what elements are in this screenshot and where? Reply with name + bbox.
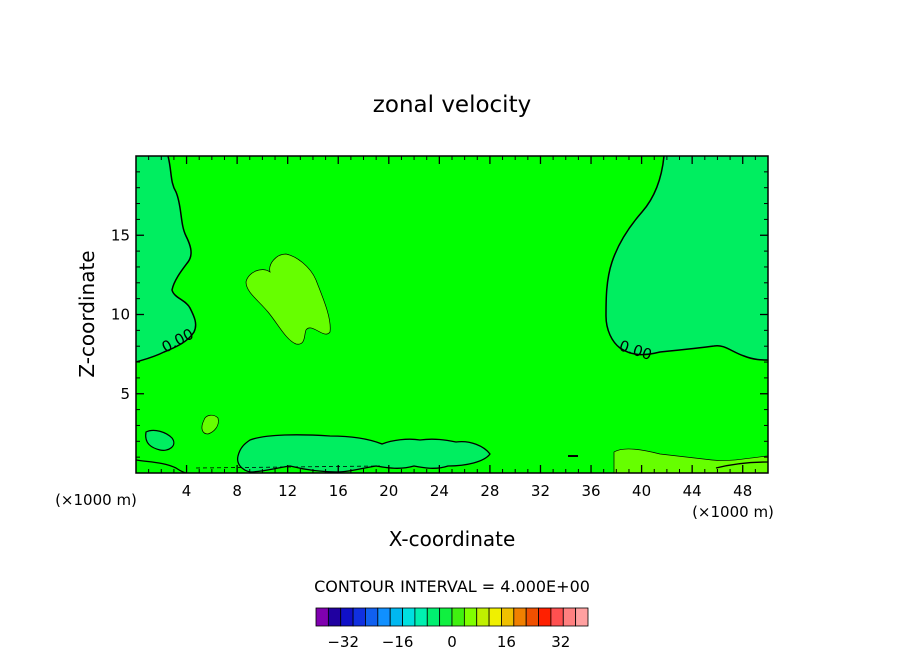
x-tick-label: 24: [430, 482, 449, 500]
x-axis-ticks: 4 8 12 16 20 24 28 32 36 40 44 48: [148, 156, 756, 500]
x-tick-label: 32: [531, 482, 550, 500]
x-unit-label: (×1000 m): [692, 503, 774, 521]
zero-contour-left: [136, 156, 197, 363]
colorbar-swatch: [352, 607, 366, 627]
positive-blob: [245, 253, 331, 345]
colorbar-swatch: [414, 607, 428, 627]
y-axis-label: Z-coordinate: [75, 250, 99, 377]
colorbar-swatch: [501, 607, 515, 627]
bottom-contour-right: [715, 461, 768, 469]
colorbar-tick-label: −32: [327, 633, 359, 651]
y-axis-ticks: 5 10 15: [111, 171, 768, 458]
chart-title: zonal velocity: [373, 92, 531, 118]
x-tick-label: 20: [379, 482, 398, 500]
colorbar-swatch: [513, 607, 527, 627]
negative-region-left: [136, 156, 196, 362]
x-tick-label: 8: [232, 482, 242, 500]
y-tick-label: 10: [111, 306, 130, 324]
x-axis-label: X-coordinate: [389, 527, 516, 551]
x-tick-label: 16: [329, 482, 348, 500]
x-tick-label: 40: [632, 482, 651, 500]
negative-band-lower: [236, 434, 491, 473]
x-tick-label: 28: [480, 482, 499, 500]
contour-interval-text: CONTOUR INTERVAL = 4.000E+00: [314, 577, 590, 596]
positive-patch-bottom-right: [613, 448, 768, 473]
colorbar-swatch: [402, 607, 416, 627]
colorbar-tick-label: −16: [382, 633, 414, 651]
colorbar-swatch: [377, 607, 391, 627]
colorbar-swatch: [575, 607, 589, 627]
colorbar-swatch: [426, 607, 441, 627]
negative-blob-lower-left: [145, 429, 175, 451]
colorbar-tick-label: 0: [447, 633, 457, 651]
positive-blob-small: [201, 414, 219, 435]
colorbar: [315, 607, 589, 627]
x-tick-label: 48: [733, 482, 752, 500]
x-tick-label: 12: [278, 482, 297, 500]
contour-field: [136, 156, 768, 473]
x-tick-label: 36: [581, 482, 600, 500]
colorbar-tick-label: 16: [497, 633, 516, 651]
colorbar-swatch: [538, 607, 552, 627]
colorbar-swatch: [562, 607, 577, 627]
colorbar-swatch: [315, 607, 329, 627]
colorbar-swatch: [451, 607, 465, 627]
colorbar-swatch: [365, 607, 379, 627]
colorbar-swatch: [327, 607, 342, 627]
colorbar-tick-labels: −32 −16 0 16 32: [327, 633, 570, 651]
colorbar-swatch: [340, 607, 354, 627]
y-tick-label: 5: [120, 385, 130, 403]
zero-contour-right: [605, 156, 768, 361]
colorbar-tick-label: 32: [551, 633, 570, 651]
x-tick-label: 44: [683, 482, 702, 500]
y-tick-label: 15: [111, 226, 130, 244]
colorbar-swatch: [439, 607, 453, 627]
colorbar-swatch: [550, 607, 564, 627]
colorbar-swatch: [525, 607, 539, 627]
colorbar-swatch: [476, 607, 490, 627]
colorbar-swatch: [463, 607, 478, 627]
colorbar-swatch: [488, 607, 502, 627]
x-tick-label: 4: [182, 482, 192, 500]
colorbar-swatch: [389, 607, 403, 627]
z-unit-label: (×1000 m): [55, 491, 137, 509]
